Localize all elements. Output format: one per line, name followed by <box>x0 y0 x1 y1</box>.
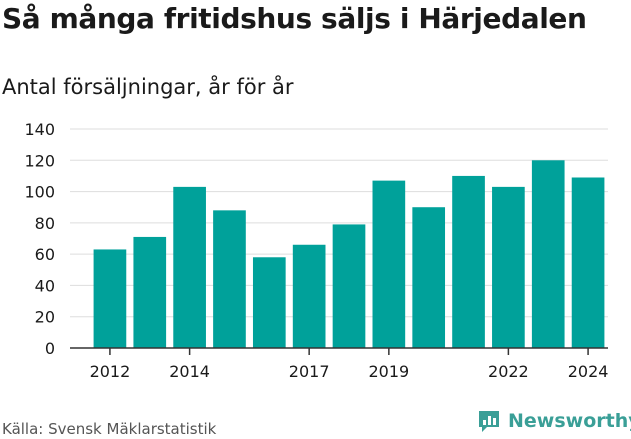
y-tick-label: 80 <box>35 214 55 233</box>
bar-2024 <box>571 177 605 348</box>
brand-name: Newsworthy <box>508 410 631 432</box>
bar-2015 <box>213 210 246 348</box>
x-tick-label: 2019 <box>368 362 409 381</box>
bar-2017 <box>292 244 326 348</box>
x-tick-label: 2012 <box>90 362 131 381</box>
bar-2022 <box>492 186 525 348</box>
bar-2021 <box>452 175 485 348</box>
y-axis-ticks: 0 20 40 60 80 100 120 140 <box>24 120 55 358</box>
y-tick-label: 140 <box>24 120 55 139</box>
y-tick-label: 20 <box>35 308 55 327</box>
chart-subtitle: Antal försäljningar, år för år <box>2 75 294 99</box>
x-tick-label: 2024 <box>568 362 609 381</box>
source-note: Källa: Svensk Mäklarstatistik <box>2 420 217 438</box>
y-tick-label: 120 <box>24 151 55 170</box>
bar-2014 <box>173 186 206 348</box>
bar-2012 <box>93 249 127 348</box>
bar-2019 <box>372 180 406 348</box>
x-tick-label: 2022 <box>488 362 529 381</box>
brand[interactable]: Newsworthy <box>476 408 631 434</box>
x-tick-label: 2014 <box>169 362 210 381</box>
bar-2020 <box>412 207 446 348</box>
x-axis: 2012 2014 2017 2019 2022 2024 <box>70 347 609 381</box>
y-tick-label: 100 <box>24 183 55 202</box>
bar-2013 <box>133 236 167 348</box>
y-tick-label: 60 <box>35 245 55 264</box>
x-tick-label: 2017 <box>289 362 330 381</box>
y-tick-label: 40 <box>35 276 55 295</box>
bars <box>93 160 605 348</box>
chart-title: Så många fritidshus säljs i Härjedalen <box>2 2 587 35</box>
y-tick-label: 0 <box>45 339 55 358</box>
newsworthy-logo-icon <box>479 411 499 432</box>
bar-2023 <box>531 160 565 348</box>
bar-2016 <box>252 257 286 348</box>
bar-2018 <box>332 224 366 348</box>
